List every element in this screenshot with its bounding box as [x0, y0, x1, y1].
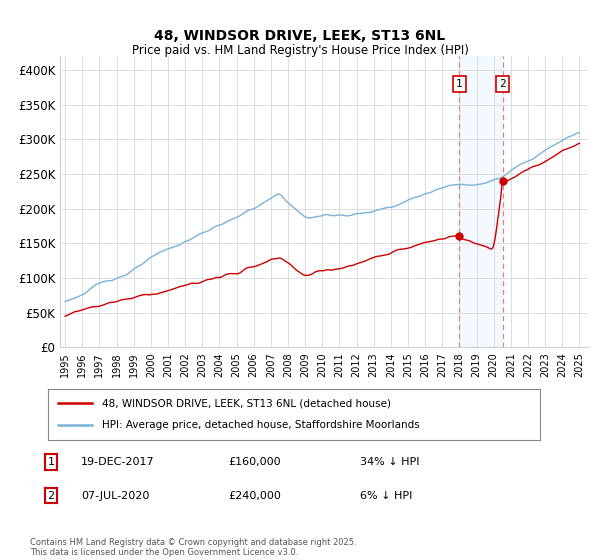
Text: 48, WINDSOR DRIVE, LEEK, ST13 6NL (detached house): 48, WINDSOR DRIVE, LEEK, ST13 6NL (detac…: [102, 398, 391, 408]
Bar: [460, 56, 503, 347]
Text: 1: 1: [47, 457, 55, 467]
Text: 2: 2: [47, 491, 55, 501]
Text: 1: 1: [456, 79, 463, 88]
Text: 48, WINDSOR DRIVE, LEEK, ST13 6NL: 48, WINDSOR DRIVE, LEEK, ST13 6NL: [154, 29, 446, 44]
Text: 07-JUL-2020: 07-JUL-2020: [81, 491, 149, 501]
Text: Contains HM Land Registry data © Crown copyright and database right 2025.
This d: Contains HM Land Registry data © Crown c…: [30, 538, 356, 557]
Text: 19-DEC-2017: 19-DEC-2017: [81, 457, 155, 467]
Text: Price paid vs. HM Land Registry's House Price Index (HPI): Price paid vs. HM Land Registry's House …: [131, 44, 469, 57]
Text: 2: 2: [499, 79, 506, 88]
Text: 34% ↓ HPI: 34% ↓ HPI: [360, 457, 419, 467]
Text: £240,000: £240,000: [228, 491, 281, 501]
Text: 6% ↓ HPI: 6% ↓ HPI: [360, 491, 412, 501]
Text: HPI: Average price, detached house, Staffordshire Moorlands: HPI: Average price, detached house, Staf…: [102, 421, 420, 431]
Text: £160,000: £160,000: [228, 457, 281, 467]
